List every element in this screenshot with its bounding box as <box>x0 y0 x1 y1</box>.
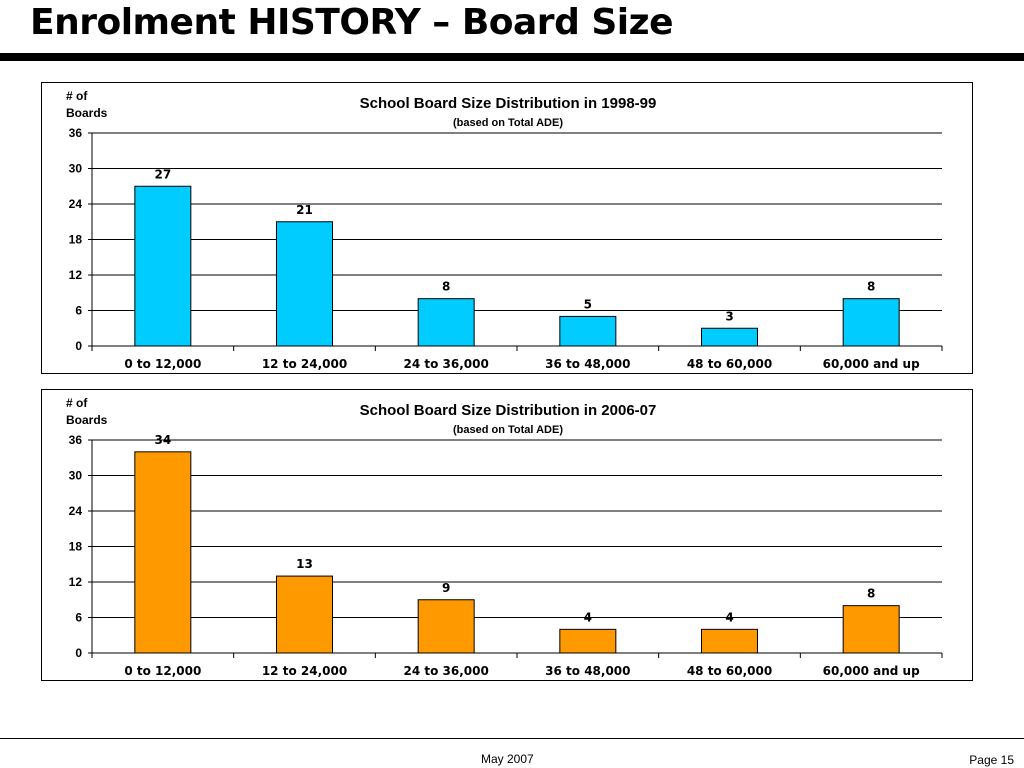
chart-subtitle: (based on Total ADE) <box>453 117 563 129</box>
bar <box>417 599 475 654</box>
y-tick-label: 30 <box>69 162 83 176</box>
data-label: 8 <box>867 587 875 601</box>
x-category-label: 0 to 12,000 <box>124 664 201 678</box>
data-label: 3 <box>725 309 733 323</box>
data-label: 8 <box>867 280 875 294</box>
footer-page: Page 15 <box>969 753 1014 767</box>
bar <box>276 221 333 347</box>
y-axis-label-line: Boards <box>66 106 108 120</box>
x-category-label: 12 to 24,000 <box>262 664 347 678</box>
chart-subtitle: (based on Total ADE) <box>453 424 563 436</box>
x-category-label: 24 to 36,000 <box>403 664 488 678</box>
bar <box>134 185 192 347</box>
chart-1998-99-svg: School Board Size Distribution in 1998-9… <box>66 89 943 371</box>
x-category-label: 60,000 and up <box>823 357 920 371</box>
bar <box>701 327 758 347</box>
y-tick-label: 36 <box>69 433 83 447</box>
data-label: 9 <box>442 581 450 595</box>
y-tick-label: 12 <box>69 268 83 282</box>
data-label: 4 <box>584 610 592 624</box>
y-tick-label: 0 <box>75 339 82 353</box>
y-tick-label: 6 <box>75 611 82 625</box>
data-label: 13 <box>296 557 313 571</box>
y-tick-label: 24 <box>69 197 83 211</box>
y-tick-label: 6 <box>75 304 82 318</box>
x-category-label: 36 to 48,000 <box>545 357 630 371</box>
slide-title: Enrolment HISTORY – Board Size <box>30 2 674 43</box>
y-axis-label-line: # of <box>66 89 88 103</box>
x-category-label: 12 to 24,000 <box>262 357 347 371</box>
chart-1998-99: School Board Size Distribution in 1998-9… <box>41 82 973 374</box>
x-category-label: 24 to 36,000 <box>403 357 488 371</box>
data-label: 8 <box>442 280 450 294</box>
bar <box>842 605 900 654</box>
bar <box>701 628 758 654</box>
bar <box>842 298 900 347</box>
y-axis-label-line: # of <box>66 396 88 410</box>
y-tick-label: 30 <box>69 469 83 483</box>
footer-rule <box>0 738 1024 739</box>
y-tick-label: 12 <box>69 575 83 589</box>
x-category-label: 60,000 and up <box>823 664 920 678</box>
footer-date: May 2007 <box>481 752 534 766</box>
y-tick-label: 18 <box>69 233 83 247</box>
y-tick-label: 24 <box>69 504 83 518</box>
bar <box>559 628 617 654</box>
chart-title: School Board Size Distribution in 1998-9… <box>360 95 657 112</box>
y-axis-label-line: Boards <box>66 413 108 427</box>
bar <box>134 451 192 654</box>
x-category-label: 48 to 60,000 <box>687 664 772 678</box>
x-category-label: 36 to 48,000 <box>545 664 630 678</box>
data-label: 4 <box>725 610 733 624</box>
y-tick-label: 18 <box>69 540 83 554</box>
bar <box>559 315 617 347</box>
data-label: 34 <box>154 433 171 447</box>
data-label: 5 <box>584 297 592 311</box>
y-tick-label: 0 <box>75 646 82 660</box>
chart-title: School Board Size Distribution in 2006-0… <box>360 402 657 419</box>
chart-2006-07-svg: School Board Size Distribution in 2006-0… <box>66 396 943 678</box>
data-label: 21 <box>296 203 313 217</box>
data-label: 27 <box>154 167 171 181</box>
y-tick-label: 36 <box>69 126 83 140</box>
chart-2006-07: School Board Size Distribution in 2006-0… <box>41 389 973 681</box>
x-category-label: 0 to 12,000 <box>124 357 201 371</box>
x-category-label: 48 to 60,000 <box>687 357 772 371</box>
title-rule <box>0 53 1024 61</box>
bar <box>417 298 475 347</box>
bar <box>276 575 333 654</box>
